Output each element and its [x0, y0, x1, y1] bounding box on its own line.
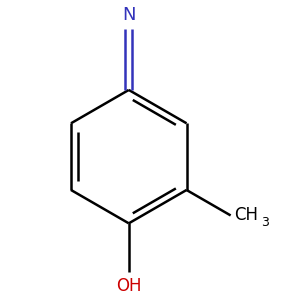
Text: N: N [122, 7, 136, 25]
Text: OH: OH [116, 277, 142, 295]
Text: CH: CH [234, 206, 258, 224]
Text: 3: 3 [261, 216, 269, 229]
